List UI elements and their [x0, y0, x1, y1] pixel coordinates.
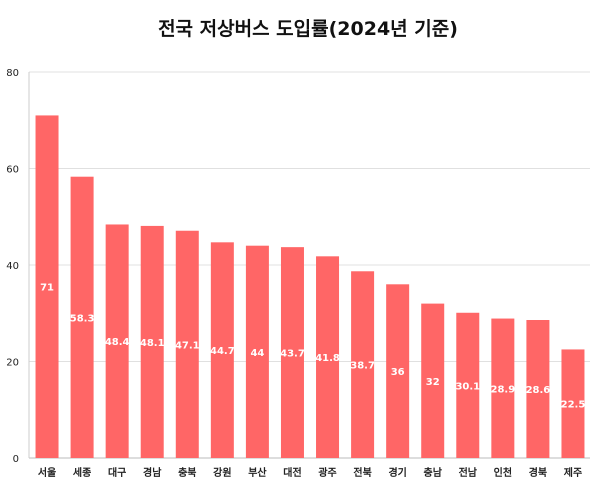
x-tick-label: 경남	[143, 466, 162, 479]
bar	[351, 271, 375, 458]
x-tick-label: 충북	[178, 466, 196, 479]
data-label: 38.7	[350, 361, 375, 372]
data-label: 44.7	[210, 346, 235, 357]
bar	[421, 303, 445, 458]
data-label: 44	[250, 348, 264, 359]
bar	[561, 349, 585, 458]
x-tick-label: 충남	[424, 466, 443, 479]
bar	[316, 256, 340, 458]
bar	[386, 284, 410, 458]
data-label: 43.7	[280, 349, 305, 360]
bar	[35, 115, 59, 459]
bar	[245, 245, 269, 458]
bar	[175, 230, 199, 458]
y-axis: 0 20 40 60 80	[6, 68, 30, 465]
y-tick-label: 20	[6, 358, 19, 369]
data-label: 30.1	[455, 381, 480, 392]
x-tick-label: 광주	[318, 467, 336, 479]
bar	[210, 242, 234, 458]
y-tick-label: 40	[6, 261, 19, 272]
x-tick-label: 부산	[248, 466, 267, 479]
y-tick-label: 0	[13, 454, 19, 465]
x-axis: 서울 세종 대구 경남 충북 강원 부산 대전 광주 전북 경기 충남 전남 인천 경북 제주	[38, 466, 582, 479]
data-label: 58.3	[70, 313, 95, 324]
data-label: 22.5	[561, 400, 586, 411]
x-tick-label: 대전	[283, 466, 301, 479]
bar	[140, 225, 164, 458]
bar	[456, 312, 480, 458]
x-tick-label: 강원	[213, 466, 231, 479]
x-tick-label: 경기	[388, 466, 406, 479]
bar	[70, 176, 94, 458]
bar	[526, 320, 550, 458]
y-tick-label: 80	[6, 68, 19, 79]
bar	[491, 318, 515, 458]
data-label: 48.1	[140, 338, 165, 349]
x-tick-label: 전남	[459, 466, 478, 479]
data-label: 32	[426, 377, 440, 388]
x-tick-label: 인천	[494, 466, 512, 479]
chart-title: 전국 저상버스 도입률(2024년 기준)	[158, 18, 458, 40]
data-label: 28.9	[491, 384, 516, 395]
x-tick-label: 세종	[73, 466, 91, 479]
data-label: 36	[391, 367, 405, 378]
y-tick-label: 60	[6, 165, 19, 176]
x-tick-label: 전북	[353, 466, 371, 479]
x-tick-label: 제주	[564, 466, 582, 479]
bars: 71 58.3 48.4 48.1 47.1 44.7 44 43.7 41.8 38.7 36 32…	[35, 115, 586, 459]
bar	[105, 224, 129, 458]
data-label: 71	[40, 283, 54, 294]
x-tick-label: 대구	[108, 466, 126, 479]
data-label: 47.1	[175, 340, 200, 351]
data-label: 28.6	[526, 385, 551, 396]
x-tick-label: 경북	[529, 466, 547, 479]
bar	[280, 247, 304, 458]
x-tick-label: 서울	[38, 466, 56, 479]
data-label: 48.4	[105, 337, 130, 348]
data-label: 41.8	[315, 353, 340, 364]
